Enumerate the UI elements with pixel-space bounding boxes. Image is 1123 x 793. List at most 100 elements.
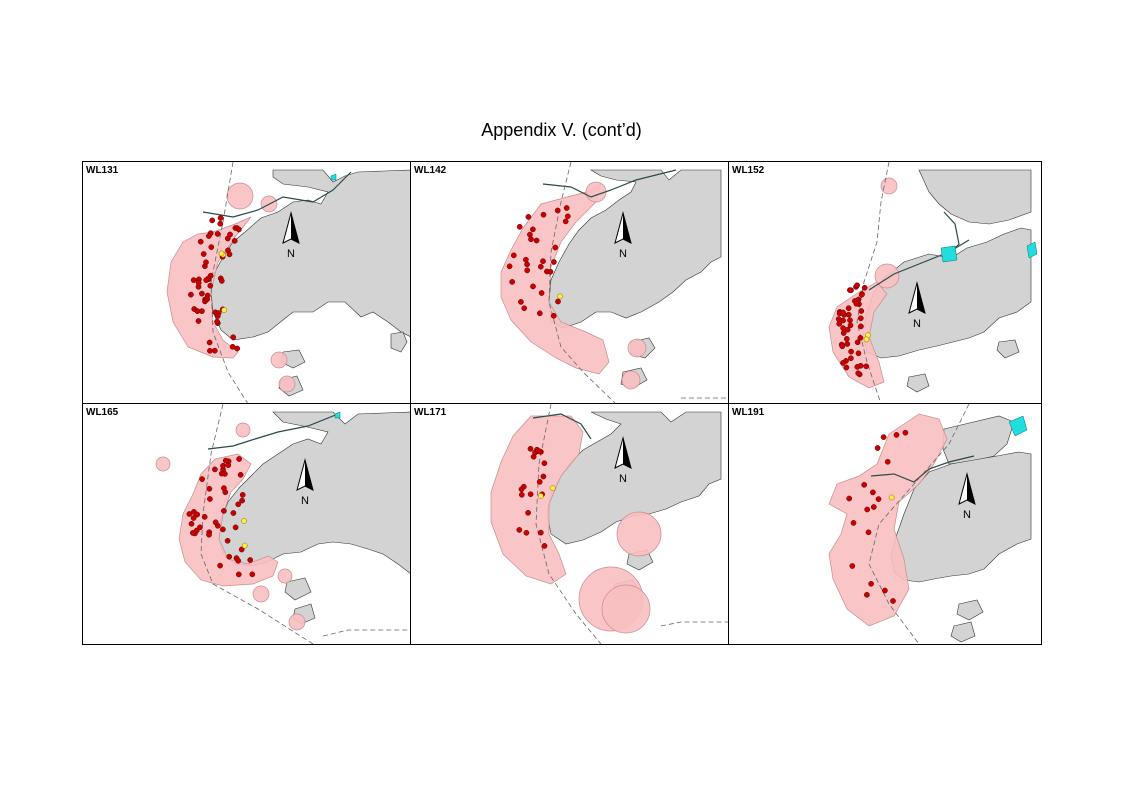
sighting-point [538,290,545,296]
sighting-point [199,476,205,482]
sighting-point [854,282,860,289]
sighting-point [893,432,900,438]
sighting-point [518,299,524,305]
sighting-point [212,466,218,473]
sighting-point [839,343,846,350]
sighting-point [206,531,212,538]
map-panel-wl142: WL142 N [411,162,729,404]
highlight-point [241,518,247,524]
sighting-point [861,284,868,291]
map-panel-wl152: WL152 N [729,162,1041,404]
sighting-point [850,520,857,526]
landmass [546,411,722,545]
sighting-point [518,491,525,498]
sighting-point [218,278,225,284]
range-polygon [178,453,279,587]
sighting-point [214,318,220,325]
north-arrow: N [296,458,314,507]
sighting-point [226,251,233,258]
sighting-point [870,504,877,510]
range-polygon [155,456,171,472]
sighting-point [528,236,534,243]
map-panel-wl171: WL171 N [411,404,729,644]
sighting-point [521,305,528,312]
sighting-point [541,460,548,467]
sighting-point [840,360,846,366]
highlight-point [537,493,544,499]
sighting-point [218,470,225,477]
range-polygon [616,511,662,557]
sighting-point [220,462,226,469]
range-polygon [288,613,306,631]
boundary-line [200,404,314,644]
sighting-point [232,524,239,531]
highlight-point [218,250,225,257]
highlight-point [221,307,227,313]
sighting-point [854,364,861,370]
sighting-point [217,562,223,569]
north-label: N [963,509,971,521]
range-polygon [235,422,251,438]
sighting-point [211,347,218,354]
map-canvas: N [490,404,728,644]
sighting-point [201,514,208,520]
sighting-point [537,263,544,270]
sighting-point [858,308,865,314]
range-polygon [601,584,651,634]
sighting-point [840,325,846,331]
sighting-point [848,287,854,294]
reservoir [1026,241,1038,259]
boundary-line [322,629,410,637]
sighting-point [206,339,213,346]
sighting-point [247,557,254,563]
range-polygon [278,375,296,393]
sighting-point [209,217,216,224]
sighting-point [206,233,212,239]
sighting-point [239,497,245,504]
sighting-point [536,479,543,485]
sighting-point [840,309,846,316]
island [956,599,984,621]
north-arrow: N [958,472,976,521]
map-panel-wl131: WL131 N [83,162,411,404]
map-canvas: N [828,162,1038,403]
island [996,339,1020,359]
highlight-point [549,485,556,492]
island [390,331,408,353]
sighting-point [530,226,536,233]
sighting-point [527,491,534,498]
north-label: N [619,473,627,485]
sighting-point [875,496,882,502]
sighting-point [835,316,842,322]
sighting-point [214,313,221,319]
panel-label: WL131 [86,165,119,176]
highlight-point [241,542,248,549]
road [207,413,339,450]
sighting-point [537,529,544,536]
map-grid: WL131 N WL142 [82,161,1042,645]
sighting-point [524,267,531,274]
sighting-point [540,211,547,218]
sighting-point [540,473,547,480]
sighting-point [855,350,862,357]
sighting-point [214,231,221,237]
island [284,577,312,601]
reservoir [1008,415,1028,437]
map-panel-wl191: WL191 N [729,404,1041,644]
range-polygon [226,182,254,210]
sighting-point [520,483,527,490]
island [906,373,930,393]
sighting-point [190,277,197,283]
sighting-point [224,537,231,544]
sighting-point [207,347,213,354]
sighting-point [865,529,872,536]
sighting-point [221,508,227,514]
boundary-line [548,162,616,403]
north-label: N [619,248,627,260]
north-arrow: N [614,211,632,260]
north-arrow: N [282,211,300,260]
north-label: N [287,248,295,260]
sighting-point [853,300,860,307]
sighting-point [563,205,570,211]
sighting-point [844,341,851,347]
